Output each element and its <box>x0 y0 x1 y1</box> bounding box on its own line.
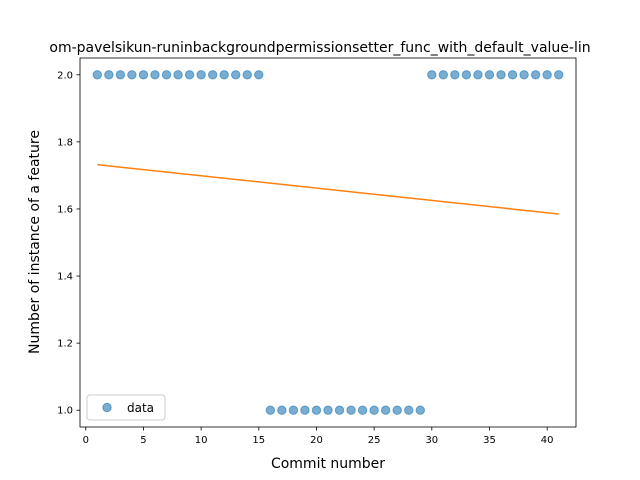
data-point <box>138 70 149 80</box>
y-tick-label: 2.0 <box>57 70 73 81</box>
data-point <box>334 405 345 415</box>
data-point <box>92 70 103 80</box>
data-point <box>380 405 391 415</box>
data-point <box>323 405 333 415</box>
data-point <box>219 70 229 80</box>
x-tick-label: 25 <box>368 435 381 446</box>
data-point <box>265 405 276 415</box>
chart-title: om-pavelsikun-runinbackgroundpermissions… <box>49 40 590 56</box>
data-point <box>507 70 518 80</box>
data-point <box>207 70 218 80</box>
data-point <box>311 405 322 415</box>
data-point <box>496 70 506 80</box>
data-point <box>277 405 287 415</box>
data-point <box>357 405 368 415</box>
legend: data <box>86 394 166 421</box>
axes-frame <box>79 57 577 428</box>
y-tick-label: 1.6 <box>57 204 73 215</box>
y-tick-label: 1.0 <box>57 406 73 417</box>
data-point <box>438 70 449 80</box>
data-point <box>231 70 241 80</box>
data-point <box>115 70 126 80</box>
data-point <box>473 70 483 80</box>
data-point <box>519 70 529 80</box>
data-point <box>150 70 160 80</box>
x-tick-label: 30 <box>425 435 438 446</box>
series-layer <box>92 70 564 415</box>
plot-area: 0 5 10 15 20 25 30 35 40 1.0 1.2 1.4 1.6 1.8 2.0 <box>57 57 577 446</box>
legend-marker <box>102 402 112 413</box>
x-axis-label: Commit number <box>271 456 385 472</box>
x-tick-label: 35 <box>483 435 496 446</box>
data-point <box>427 70 437 80</box>
x-tick-label: 40 <box>541 435 554 446</box>
y-tick-label: 1.8 <box>57 137 73 148</box>
y-tick-label: 1.2 <box>57 339 73 350</box>
trend-line <box>97 163 559 215</box>
data-point <box>484 70 495 80</box>
data-point <box>242 70 252 80</box>
data-point <box>461 70 472 80</box>
data-point <box>530 70 541 80</box>
data-point <box>300 405 310 415</box>
data-point <box>127 70 137 80</box>
data-point <box>554 70 564 80</box>
x-tick-label: 20 <box>310 435 323 446</box>
data-point <box>346 405 356 415</box>
data-point <box>254 70 264 80</box>
data-point <box>161 70 172 80</box>
data-point <box>184 70 195 80</box>
legend-label: data <box>127 401 154 415</box>
x-tick-label: 5 <box>140 435 146 446</box>
data-point <box>450 70 460 80</box>
data-point <box>288 405 299 415</box>
data-point <box>392 405 402 415</box>
data-point <box>196 70 206 80</box>
data-point <box>369 405 379 415</box>
x-tick-label: 10 <box>195 435 208 446</box>
data-point <box>173 70 183 80</box>
x-tick-label: 0 <box>83 435 89 446</box>
data-point <box>404 405 414 415</box>
legend-box <box>86 394 166 421</box>
y-tick-label: 1.4 <box>57 272 73 283</box>
y-axis-label: Number of instance of a feature <box>27 130 43 354</box>
data-point <box>542 70 552 80</box>
data-point <box>104 70 114 80</box>
x-tick-label: 15 <box>252 435 265 446</box>
data-point <box>415 405 425 415</box>
